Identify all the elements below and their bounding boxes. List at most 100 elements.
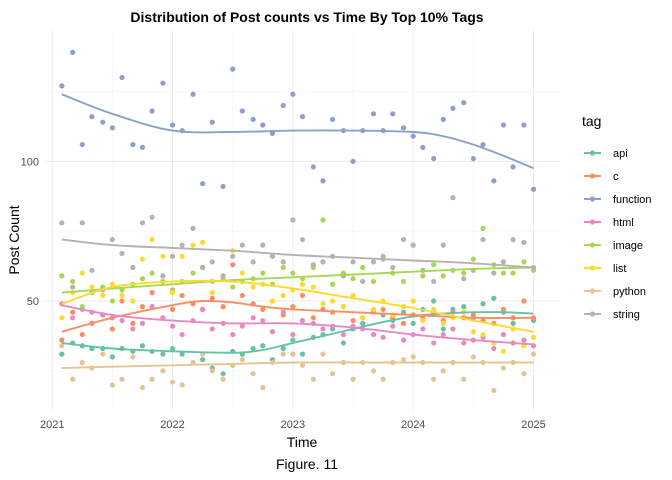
legend-swatch <box>589 150 596 156</box>
point-list <box>470 329 476 335</box>
point-string <box>431 278 437 285</box>
point-image <box>79 304 85 310</box>
point-function <box>100 119 106 125</box>
point-list <box>139 256 146 262</box>
point-html <box>340 331 347 338</box>
point-image <box>290 270 296 276</box>
point-c <box>239 292 245 299</box>
point-string <box>390 264 396 271</box>
x-tick-label: 2023 <box>281 419 305 431</box>
legend-swatch <box>589 311 596 317</box>
point-list <box>160 253 166 259</box>
legend-swatch <box>589 173 596 179</box>
point-image <box>431 262 437 268</box>
point-function <box>390 111 396 117</box>
point-function <box>220 183 226 190</box>
point-c <box>149 290 155 296</box>
x-axis-title: Time <box>287 434 318 450</box>
point-python <box>280 351 286 357</box>
point-api <box>440 326 446 332</box>
point-string <box>89 267 95 273</box>
point-list <box>360 315 366 321</box>
point-string <box>70 284 76 290</box>
point-string <box>530 264 537 271</box>
trend-line-list <box>61 279 534 333</box>
point-list <box>209 290 215 296</box>
point-function <box>450 105 456 111</box>
point-python <box>320 351 326 357</box>
grid <box>45 30 560 410</box>
point-html <box>250 315 256 321</box>
point-python <box>209 368 215 374</box>
axis-ticks: 2021 2022 2023 2024 2025 50 100 <box>21 156 546 431</box>
point-string <box>521 239 527 245</box>
point-image <box>480 225 486 231</box>
point-function <box>269 130 276 136</box>
point-string <box>491 270 497 276</box>
point-list <box>480 331 486 338</box>
point-string <box>139 220 146 226</box>
point-api <box>200 357 206 363</box>
point-html <box>521 337 527 343</box>
x-tick-label: 2022 <box>160 419 184 431</box>
point-image <box>260 270 266 276</box>
point-string <box>209 259 215 265</box>
point-html <box>461 340 467 346</box>
point-function <box>320 178 326 184</box>
point-html <box>280 309 286 315</box>
legend-item-list: list <box>584 263 626 275</box>
point-function <box>239 108 245 114</box>
point-string <box>310 262 316 268</box>
point-string <box>160 273 166 279</box>
point-function <box>470 155 476 162</box>
point-python <box>470 354 476 360</box>
point-string <box>299 236 306 243</box>
y-axis-title: Post Count <box>6 205 22 274</box>
point-python <box>461 376 467 382</box>
x-tick-label: 2025 <box>521 419 545 431</box>
point-function <box>431 155 437 162</box>
legend-label: list <box>613 263 626 275</box>
point-c <box>139 304 146 310</box>
trend-line-image <box>61 266 534 294</box>
point-string <box>79 220 85 226</box>
point-function <box>480 141 486 148</box>
legend-item-string: string <box>584 309 640 321</box>
point-function <box>119 74 125 81</box>
point-api <box>160 351 166 357</box>
point-function <box>350 158 356 164</box>
point-image <box>420 273 426 279</box>
point-html <box>70 315 76 321</box>
point-image <box>470 256 476 262</box>
point-list <box>179 253 185 259</box>
point-list <box>329 298 336 304</box>
legend-label: function <box>613 194 652 206</box>
point-string <box>250 259 256 265</box>
point-string <box>380 253 386 259</box>
point-api <box>480 301 486 307</box>
point-c <box>500 306 507 313</box>
point-html <box>299 317 306 324</box>
point-function <box>370 111 377 117</box>
point-api <box>360 320 366 326</box>
point-list <box>269 298 276 304</box>
point-c <box>521 298 527 304</box>
point-python <box>380 376 386 382</box>
point-list <box>280 292 286 299</box>
point-html <box>420 326 426 332</box>
point-string <box>119 250 125 257</box>
point-api <box>491 295 497 301</box>
point-string <box>461 276 467 282</box>
point-c <box>290 304 296 310</box>
point-html <box>200 306 206 313</box>
point-function <box>169 122 176 128</box>
point-list <box>500 348 507 354</box>
point-api <box>290 337 296 343</box>
point-c <box>79 331 85 338</box>
x-tick-label: 2024 <box>401 419 425 431</box>
point-image <box>461 270 467 276</box>
legend-item-image: image <box>584 240 643 252</box>
trend-line-python <box>61 361 534 370</box>
point-c <box>169 306 176 313</box>
point-html <box>400 337 407 343</box>
